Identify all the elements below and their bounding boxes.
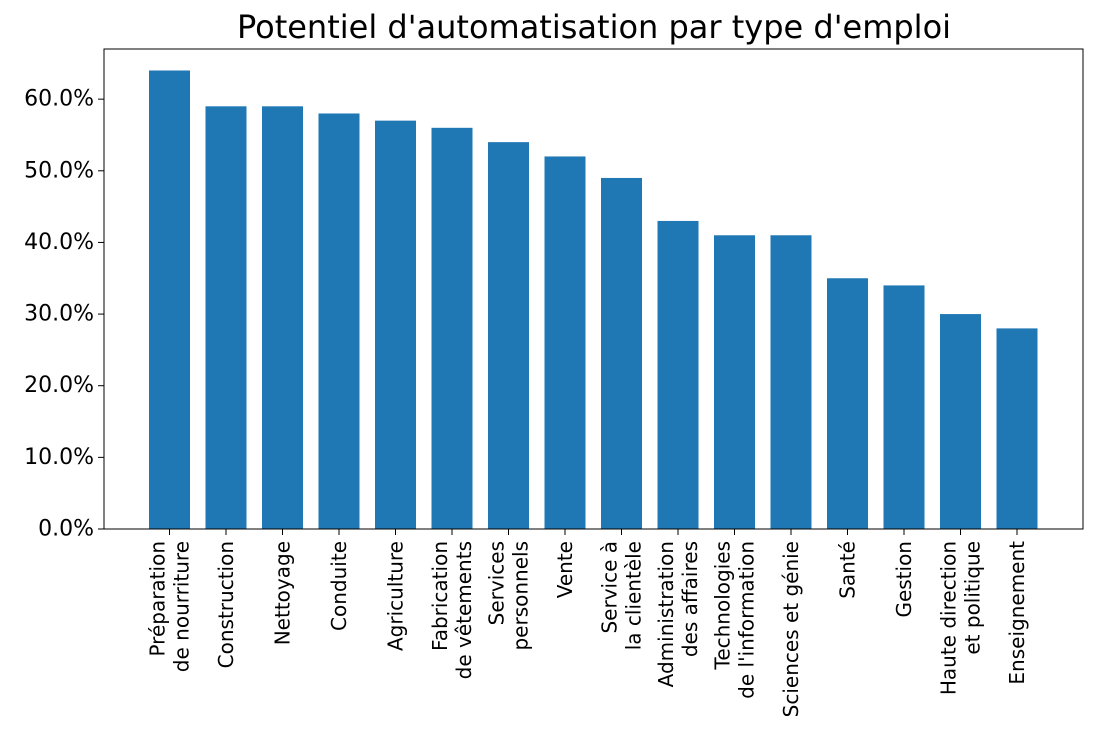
bar [940,314,981,529]
bar [770,235,812,529]
y-tick-label: 60.0% [24,87,94,112]
x-tick-label-group: Conduite [327,541,351,631]
x-tick-label-group: Administration des affaires [654,541,702,687]
bar [318,113,360,530]
x-tick-label: Conduite [327,541,351,631]
bar [149,70,190,529]
bar [205,106,247,530]
y-tick-label: 30.0% [24,302,94,327]
x-tick-label: Gestion [892,541,916,618]
x-tick-label: et politique [961,541,985,655]
bar [375,120,416,530]
x-tick-label-group: Fabrication de vêtements [428,541,476,679]
x-tick-label: Haute direction [937,541,961,695]
bar [544,156,586,529]
x-tick-label: de vêtements [452,541,476,679]
bar [601,177,642,529]
x-tick-label-group: Vente [553,541,577,598]
x-tick-label-group: Agriculture [384,541,408,651]
x-tick-label: Agriculture [384,541,408,651]
x-tick-label: la clientèle [622,541,646,650]
x-tick-label-group: Construction [214,541,238,668]
x-tick-label-group: Préparation de nourriture [146,541,194,672]
x-tick-label: Administration [654,541,678,687]
bars-group [149,70,1038,530]
x-tick-label-group: Enseignement [1005,541,1029,685]
plot-frame [103,48,1084,530]
x-tick-label-group: Nettoyage [271,541,295,645]
y-axis: 0.0% 10.0% 20.0% 30.0% 40.0% 50.0% 60.0% [24,87,104,542]
bar [827,278,868,529]
y-tick-label: 50.0% [24,158,94,183]
bar [657,220,699,529]
x-tick-label: Santé [836,541,860,599]
bar [488,142,529,529]
x-tick-label-group: Gestion [892,541,916,618]
x-tick-label: Vente [553,541,577,598]
x-tick-label: Préparation [146,541,170,657]
y-tick-label: 10.0% [24,445,94,470]
x-tick-label: Services [485,541,509,625]
bar [996,328,1038,529]
x-tick-label-group: Technologies de l'information [711,541,759,699]
x-tick-label: de nourriture [170,541,194,672]
x-tick-label-group: Services personnels [485,541,533,651]
x-tick-label: personnels [509,541,533,651]
bar [714,235,755,529]
y-tick-label: 20.0% [24,373,94,398]
x-tick-label: Enseignement [1005,541,1029,685]
x-tick-label-group: Santé [836,541,860,599]
x-tick-label: des affaires [678,541,702,657]
bar [431,127,473,529]
x-tick-label-group: Haute direction et politique [937,541,985,695]
x-tick-label-group: Service à la clientèle [598,541,646,650]
x-tick-label: Nettoyage [271,541,295,645]
x-tick-label: Sciences et génie [779,541,803,717]
bar [262,106,303,530]
x-tick-label-group: Sciences et génie [779,541,803,717]
x-tick-label: Construction [214,541,238,668]
bar [883,285,925,529]
x-tick-label: Technologies [711,541,735,670]
y-tick-label: 0.0% [38,517,94,542]
x-axis: Préparation de nourriture Construction Nett… [146,529,1029,717]
x-tick-label: Fabrication [428,541,452,651]
x-tick-label: Service à [598,541,622,634]
x-tick-label: de l'information [735,541,759,699]
chart-title: Potentiel d'automatisation par type d'em… [236,8,952,46]
y-tick-label: 40.0% [24,230,94,255]
